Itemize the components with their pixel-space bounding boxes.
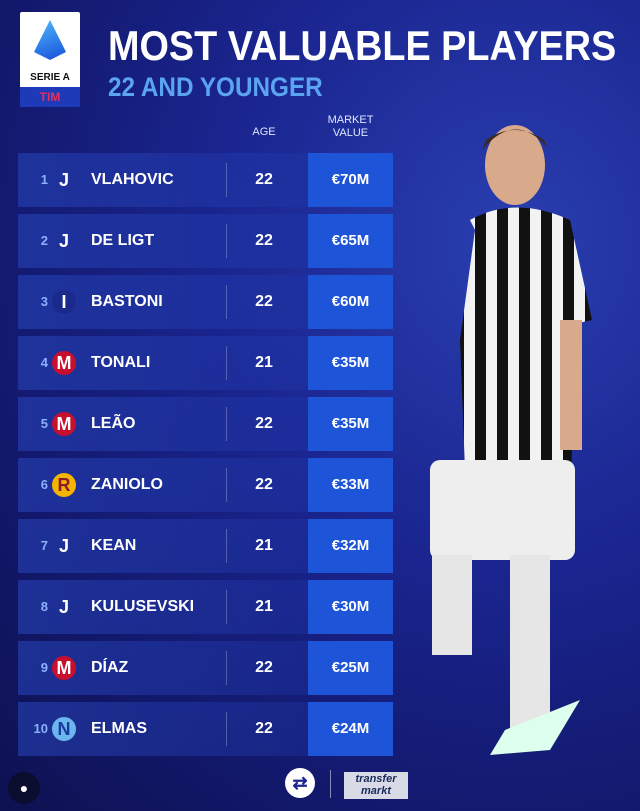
column-divider [226, 590, 227, 624]
column-divider [226, 529, 227, 563]
column-divider [226, 346, 227, 380]
transfer-arrows-icon: ⇄ [285, 768, 315, 798]
serie-a-text: SERIE A [30, 72, 70, 83]
market-value: €65M [308, 214, 393, 268]
player-name: KEAN [91, 537, 137, 554]
column-divider [226, 651, 227, 685]
player-name: TONALI [91, 354, 151, 371]
profile-avatar-icon[interactable]: ● [8, 772, 40, 804]
player-name: DÍAZ [91, 659, 129, 676]
roma-crest-icon: R [52, 473, 76, 497]
market-value-header-line1: MARKET [327, 114, 374, 126]
rank: 10 [33, 721, 48, 736]
market-value: €35M [308, 336, 393, 390]
market-value-header-line2: VALUE [332, 127, 369, 139]
age-header: AGE [252, 126, 276, 138]
rank: 6 [40, 477, 48, 492]
transfermarkt-logo: transfer markt [344, 772, 408, 799]
market-value: €32M [308, 519, 393, 573]
player-name: LEÃO [91, 415, 136, 432]
page-title: MOST VALUABLE PLAYERS [108, 22, 617, 69]
player-row: 7 J KEAN 21 [18, 519, 308, 573]
rank: 4 [40, 355, 48, 370]
milan-crest-icon: M [52, 412, 76, 436]
rank: 1 [40, 172, 48, 187]
player-row: 3 I BASTONI 22 [18, 275, 308, 329]
market-value: €33M [308, 458, 393, 512]
player-age: 22 [255, 476, 273, 493]
column-divider [226, 224, 227, 258]
player-age: 22 [255, 171, 273, 188]
player-age: 22 [255, 232, 273, 249]
tim-sponsor: TIM [20, 87, 80, 107]
serie-a-emblem-icon [34, 20, 66, 60]
market-value: €60M [308, 275, 393, 329]
juventus-crest-icon: J [58, 230, 69, 251]
juventus-crest-icon: J [58, 535, 69, 556]
player-name: ELMAS [91, 720, 147, 737]
column-divider [226, 407, 227, 441]
player-row: 9 M DÍAZ 22 [18, 641, 308, 695]
column-divider [226, 285, 227, 319]
page-subtitle: 22 AND YOUNGER [108, 72, 323, 102]
player-name: ZANIOLO [91, 476, 163, 493]
rank: 9 [40, 660, 48, 675]
player-age: 22 [255, 659, 273, 676]
column-divider [226, 712, 227, 746]
footer-divider [330, 770, 331, 798]
market-value: €70M [308, 153, 393, 207]
player-row: 1 J VLAHOVIC 22 [18, 153, 308, 207]
juventus-crest-icon: J [58, 596, 69, 617]
player-age: 21 [255, 598, 273, 615]
player-row: 10 N ELMAS 22 [18, 702, 308, 756]
milan-crest-icon: M [52, 351, 76, 375]
player-photo [430, 125, 592, 755]
rank: 2 [40, 233, 48, 248]
player-row: 2 J DE LIGT 22 [18, 214, 308, 268]
player-row: 6 R ZANIOLO 22 [18, 458, 308, 512]
player-name: BASTONI [91, 293, 163, 310]
player-name: DE LIGT [91, 232, 155, 249]
column-divider [226, 468, 227, 502]
market-value: €25M [308, 641, 393, 695]
market-value: €35M [308, 397, 393, 451]
player-age: 22 [255, 293, 273, 310]
juventus-crest-icon: J [58, 169, 69, 190]
player-age: 21 [255, 354, 273, 371]
player-age: 22 [255, 720, 273, 737]
market-value: €30M [308, 580, 393, 634]
market-value-header: MARKET VALUE [308, 114, 393, 140]
milan-crest-icon: M [52, 656, 76, 680]
player-row: 4 M TONALI 21 [18, 336, 308, 390]
rank: 8 [40, 599, 48, 614]
player-age: 21 [255, 537, 273, 554]
inter-crest-icon: I [52, 290, 76, 314]
rank: 3 [40, 294, 48, 309]
rank: 7 [40, 538, 48, 553]
player-name: VLAHOVIC [91, 171, 174, 188]
column-divider [226, 163, 227, 197]
player-row: 5 M LEÃO 22 [18, 397, 308, 451]
player-name: KULUSEVSKI [91, 598, 195, 615]
rank: 5 [40, 416, 48, 431]
market-value: €24M [308, 702, 393, 756]
player-age: 22 [255, 415, 273, 432]
napoli-crest-icon: N [52, 717, 76, 741]
player-row: 8 J KULUSEVSKI 21 [18, 580, 308, 634]
serie-a-logo: SERIE A TIM [20, 12, 80, 107]
